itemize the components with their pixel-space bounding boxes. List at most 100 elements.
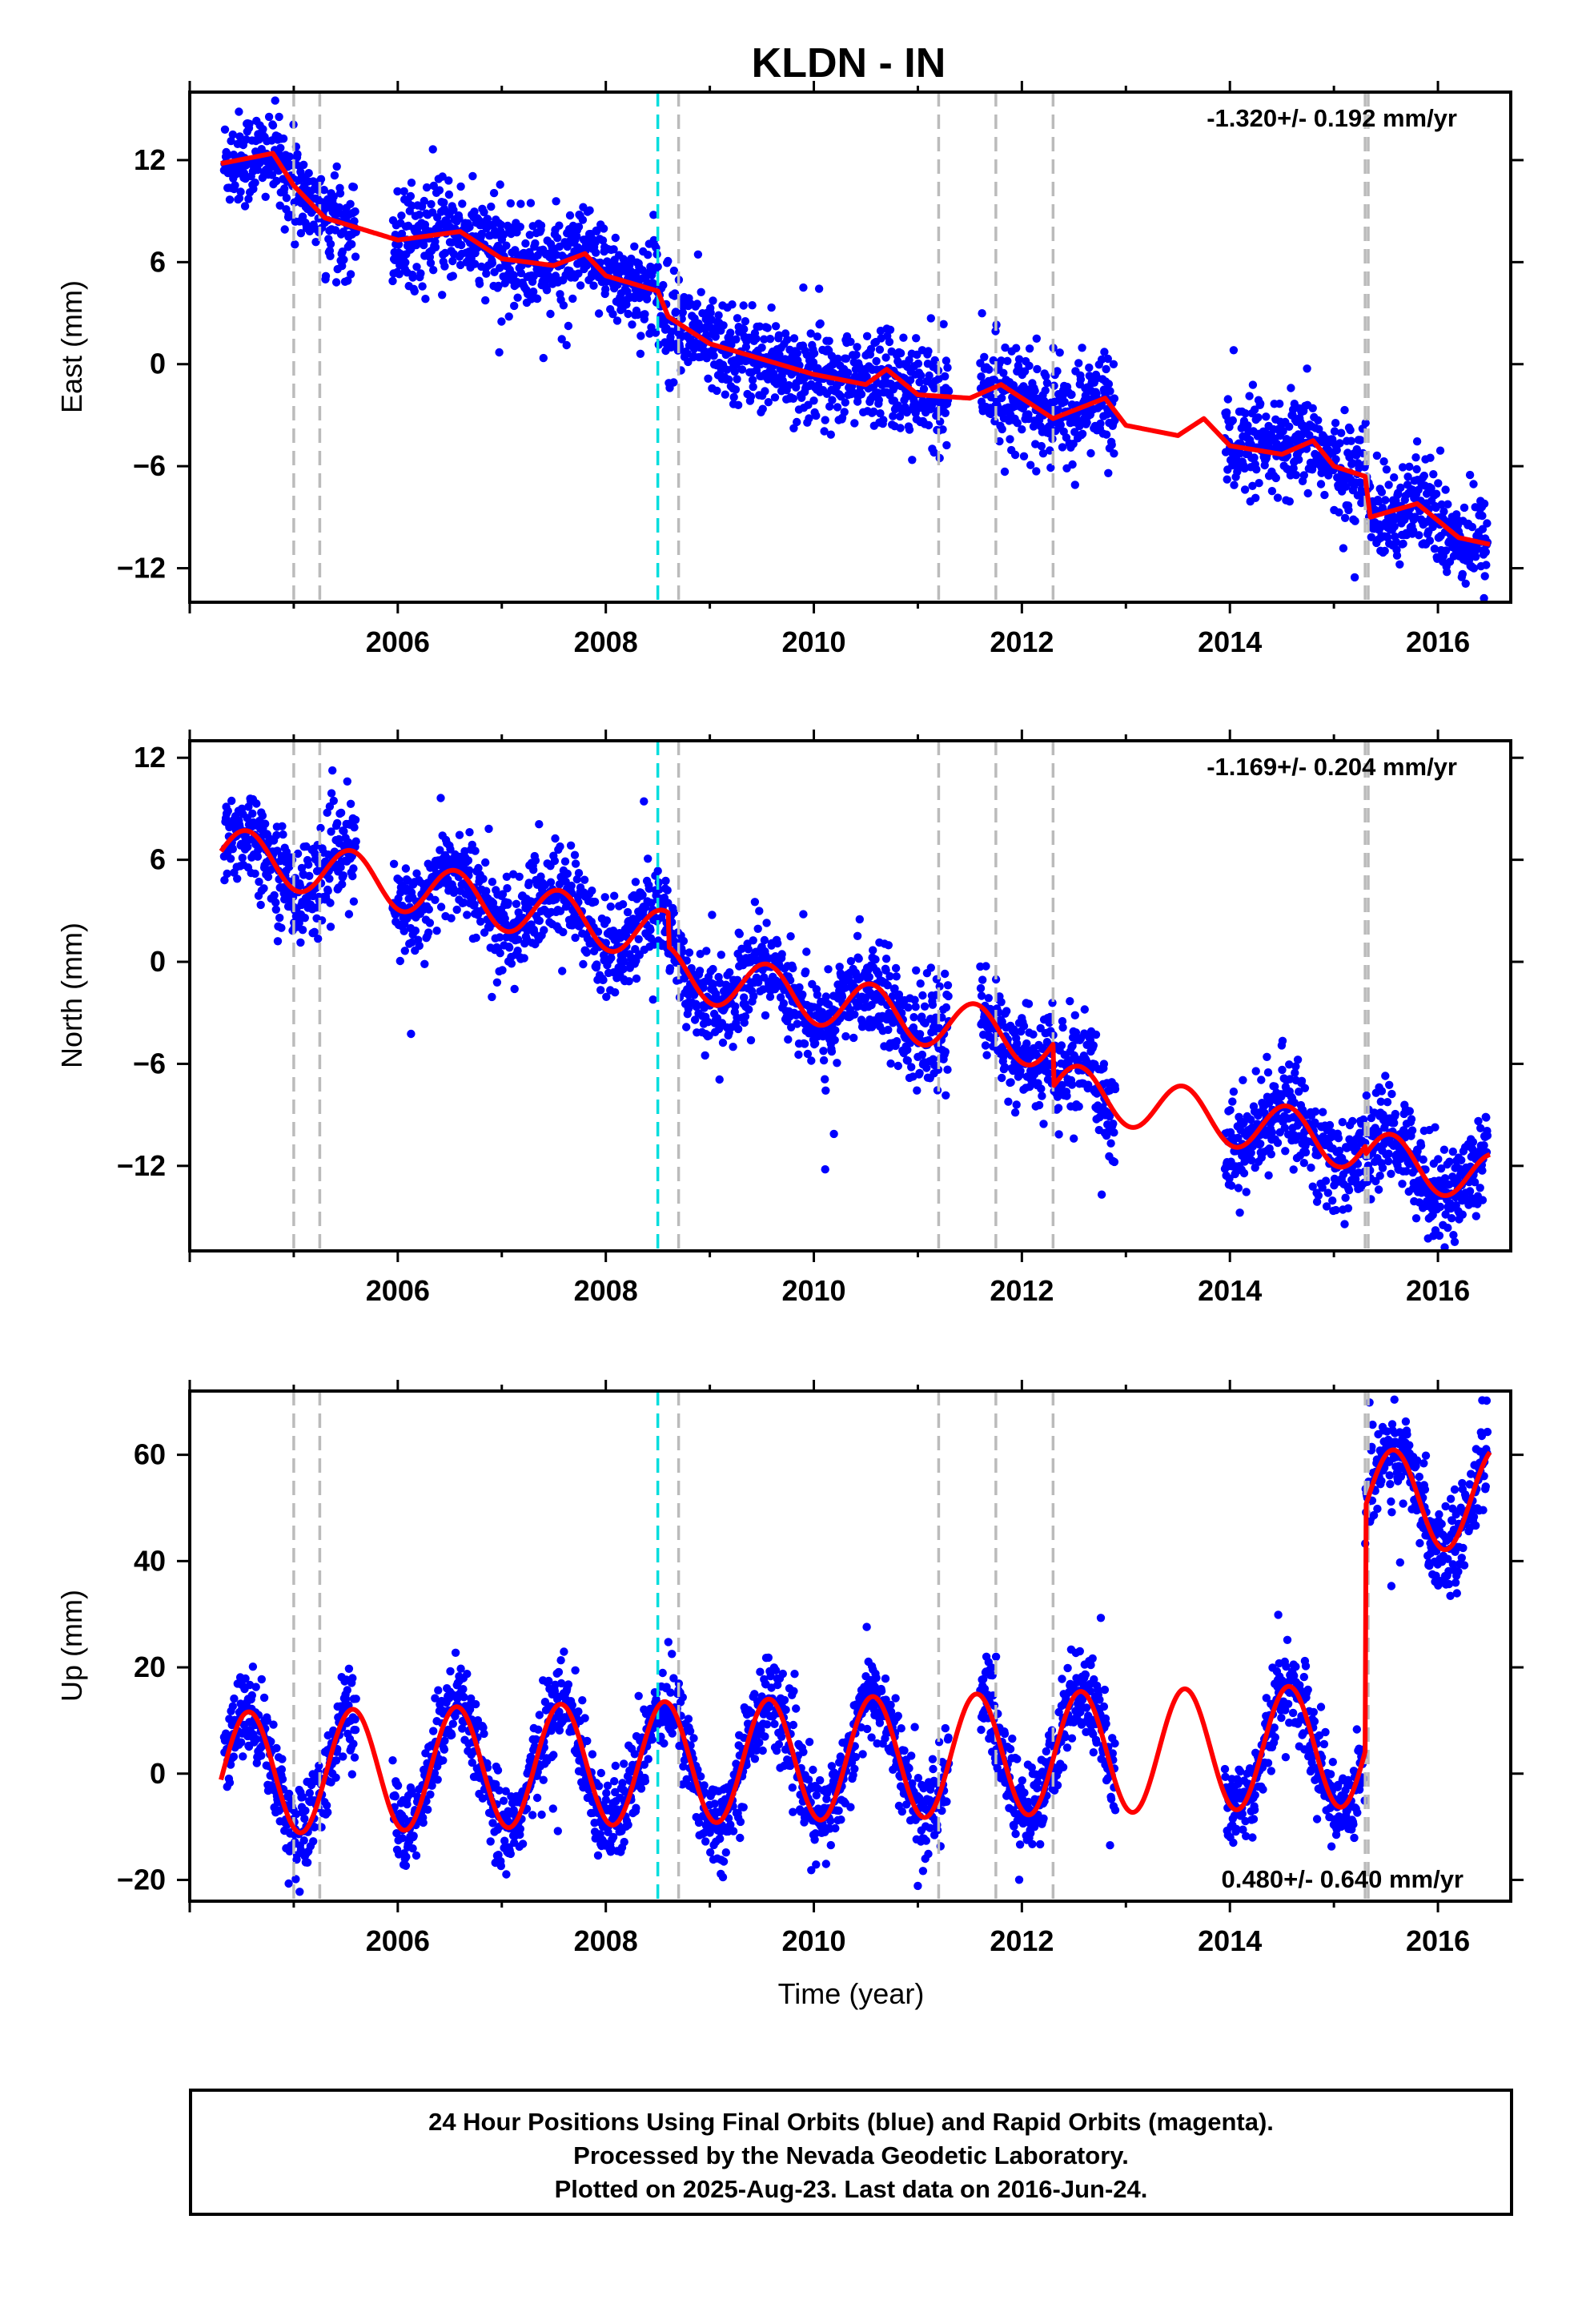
east-data-point	[401, 258, 410, 267]
east-data-point	[1320, 490, 1329, 500]
east-data-point	[638, 266, 647, 275]
north-data-point	[884, 1025, 893, 1035]
east-data-point	[429, 181, 438, 191]
north-data-point	[1434, 1155, 1443, 1164]
north-data-point	[1457, 1156, 1466, 1165]
north-data-point	[261, 819, 270, 828]
east-data-point	[711, 332, 720, 341]
east-data-point	[279, 134, 288, 143]
north-data-point	[1381, 1072, 1390, 1080]
east-y-tick-label: −6	[133, 449, 166, 482]
east-data-point	[346, 199, 355, 208]
north-data-point	[1289, 1165, 1298, 1174]
east-data-point	[516, 223, 524, 231]
east-data-point	[1010, 450, 1020, 460]
north-data-point	[618, 900, 628, 909]
east-data-point	[499, 230, 508, 239]
east-data-point	[636, 332, 645, 340]
north-data-point	[351, 815, 360, 824]
north-data-point	[223, 806, 232, 815]
north-data-point	[762, 919, 771, 927]
east-data-point	[276, 143, 285, 152]
east-data-point	[1482, 561, 1491, 569]
east-x-tick-label: 2010	[781, 625, 845, 658]
east-data-point	[552, 197, 560, 206]
east-data-point	[482, 269, 491, 278]
north-data-point	[1334, 1134, 1343, 1143]
north-data-point	[789, 963, 797, 973]
north-data-point	[850, 1010, 859, 1019]
north-data-point	[682, 1023, 691, 1031]
east-data-point	[908, 456, 917, 464]
north-data-point	[436, 794, 445, 802]
north-data-point	[942, 1091, 950, 1100]
east-data-point	[599, 224, 608, 233]
east-data-point	[468, 171, 477, 181]
east-data-point	[440, 262, 449, 271]
north-data-point	[1110, 1084, 1120, 1094]
north-data-point	[853, 931, 862, 941]
east-data-point	[1340, 405, 1349, 415]
east-data-point	[1019, 452, 1029, 460]
north-data-point	[795, 983, 804, 992]
north-data-point	[1257, 1076, 1266, 1084]
north-data-point	[661, 876, 670, 886]
north-data-point	[488, 992, 496, 1002]
east-data-point	[793, 348, 801, 358]
north-data-point	[1110, 1157, 1119, 1167]
north-data-point	[1300, 1084, 1310, 1093]
east-data-point	[1377, 488, 1387, 497]
north-data-point	[333, 818, 342, 828]
north-data-point	[1383, 1098, 1392, 1107]
north-data-point	[1435, 1202, 1445, 1212]
east-data-point	[1275, 400, 1284, 408]
north-data-point	[411, 927, 420, 935]
east-data-point	[1256, 399, 1265, 408]
north-data-point	[1278, 1065, 1287, 1075]
east-data-point	[885, 337, 894, 347]
east-data-point	[574, 223, 584, 231]
north-data-point	[819, 1055, 829, 1065]
east-data-point	[1481, 548, 1491, 557]
north-data-point	[800, 1039, 809, 1048]
east-data-point	[1441, 485, 1450, 494]
east-data-point	[1426, 453, 1435, 462]
north-data-point	[1054, 1130, 1063, 1139]
north-data-point	[425, 919, 435, 927]
east-data-point	[1331, 419, 1340, 428]
north-data-point	[669, 908, 679, 917]
north-data-point	[821, 1165, 829, 1174]
east-data-point	[408, 273, 417, 282]
east-data-point	[562, 340, 571, 350]
north-data-point	[606, 902, 615, 911]
east-data-point	[671, 308, 681, 316]
north-data-point	[233, 875, 242, 883]
east-data-point	[939, 320, 948, 328]
east-plot-frame	[188, 90, 1512, 604]
east-data-point	[774, 331, 784, 340]
east-data-point	[1251, 493, 1260, 502]
east-data-point	[275, 112, 283, 122]
east-data-point	[1405, 462, 1414, 471]
east-data-point	[1030, 386, 1039, 396]
north-data-point	[415, 941, 424, 951]
north-data-point	[1383, 1156, 1393, 1166]
north-data-point	[471, 846, 480, 855]
east-data-point	[326, 251, 335, 260]
north-data-point	[275, 913, 284, 923]
east-data-point	[598, 236, 608, 245]
east-data-point	[1068, 460, 1077, 469]
east-data-point	[539, 353, 548, 363]
north-data-point	[1344, 1186, 1354, 1195]
north-data-point	[892, 972, 901, 981]
east-data-point	[235, 132, 244, 141]
east-data-point	[729, 392, 738, 402]
east-data-point	[1262, 412, 1271, 421]
east-data-point	[1412, 437, 1422, 446]
north-data-point	[479, 875, 488, 883]
east-data-point	[332, 162, 341, 171]
north-data-point	[702, 947, 711, 955]
east-data-point	[783, 336, 792, 344]
east-data-point	[1381, 496, 1390, 505]
east-data-point	[943, 363, 952, 372]
